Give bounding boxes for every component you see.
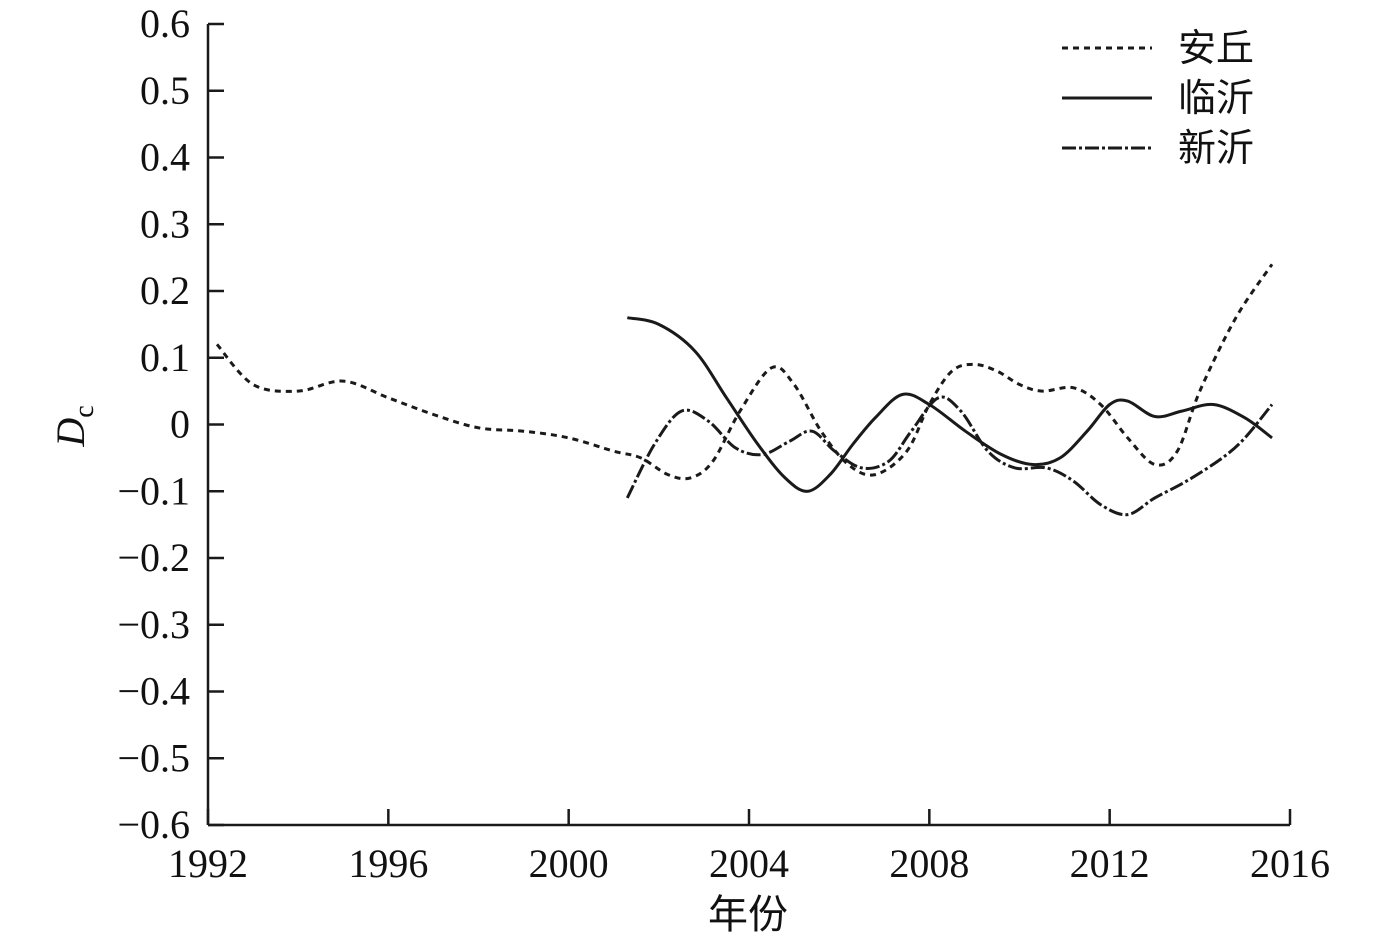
tick-labels: 0.6 0.5 0.4 0.3 0.2 0.1 0 −0.1 −0.2 −0.3 −0.4 −0.5 −… — [117, 1, 1330, 886]
x-tick-label: 2016 — [1250, 841, 1330, 886]
y-axis-title-sub: c — [69, 405, 100, 417]
axes — [206, 24, 1290, 827]
series-lines — [215, 263, 1274, 517]
y-tick-label: 0.2 — [140, 268, 190, 313]
y-tick-label: 0.3 — [140, 201, 190, 246]
y-tick-label: 0.4 — [140, 135, 190, 180]
x-tick-label: 2004 — [709, 841, 789, 886]
y-tick-label: 0.5 — [140, 68, 190, 113]
y-tick-label: −0.3 — [117, 602, 190, 647]
legend-label-1: 临沂 — [1178, 76, 1254, 120]
series-line-2 — [625, 395, 1274, 517]
legend-label-0: 安丘 — [1178, 26, 1254, 70]
x-axis-title: 年份 — [708, 892, 788, 938]
series-line-0 — [215, 263, 1274, 481]
y-tick-label: −0.1 — [117, 468, 190, 513]
x-tick-label: 2000 — [529, 841, 609, 886]
series-line-1 — [626, 316, 1273, 493]
y-axis-title-main: D — [48, 418, 93, 448]
legend-label-2: 新沂 — [1178, 126, 1254, 170]
x-tick-label: 2012 — [1070, 841, 1150, 886]
y-axis-title: Dc — [48, 405, 100, 447]
x-tick-label: 1992 — [168, 841, 248, 886]
svg-text:Dc: Dc — [48, 405, 100, 447]
y-tick-label: 0.1 — [140, 335, 190, 380]
x-tick-label: 2008 — [889, 841, 969, 886]
y-tick-label: 0.6 — [140, 1, 190, 46]
y-tick-label: −0.2 — [117, 535, 190, 580]
y-tick-label: −0.5 — [117, 735, 190, 780]
y-tick-label: 0 — [170, 402, 190, 447]
y-tick-label: −0.6 — [117, 802, 190, 847]
y-tick-label: −0.4 — [117, 669, 190, 714]
x-tick-label: 1996 — [348, 841, 428, 886]
tick-marks — [206, 22, 1292, 827]
